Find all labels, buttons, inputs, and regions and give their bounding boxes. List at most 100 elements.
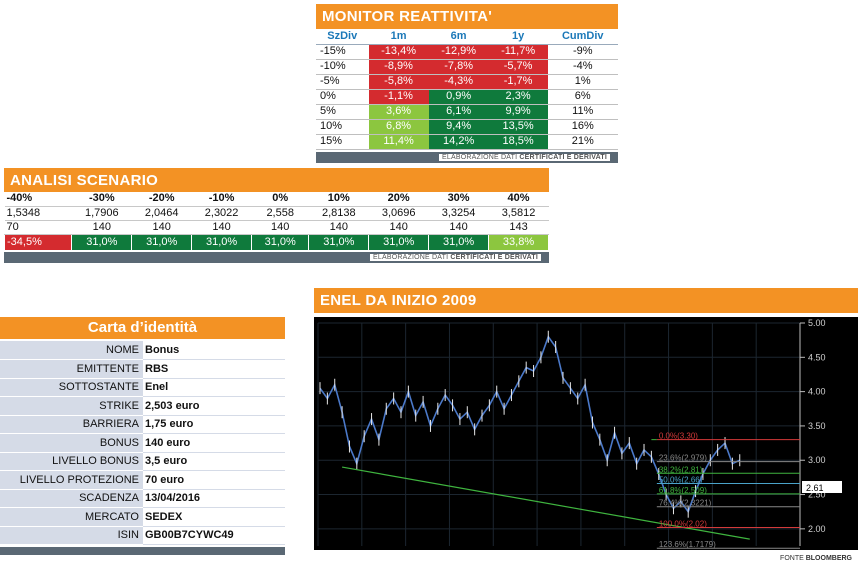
monitor-col-header: CumDiv — [547, 29, 618, 45]
monitor-cell: 9,4% — [428, 119, 489, 135]
carta-row: NOME Bonus — [0, 341, 285, 360]
y-tick-label: 4.50 — [808, 352, 826, 362]
y-tick-label: 2.50 — [808, 490, 826, 500]
carta-key: ISIN — [0, 526, 143, 545]
scenario-prices-row: 1,5348 1,7906 2,0464 2,3022 2,558 2,8138 3,069… — [4, 206, 549, 221]
enel-title: ENEL DA INIZIO 2009 — [314, 288, 858, 313]
scenario-title: ANALISI SCENARIO — [4, 168, 549, 192]
carta-key: LIVELLO PROTEZIONE — [0, 470, 143, 490]
scenario-header-row: -40% -30% -20% -10% 0% 10% 20% 30% 40% — [4, 192, 549, 207]
enel-footer-pre: FONTE — [780, 555, 806, 562]
scenario-price-cell: 3,3254 — [428, 206, 489, 221]
monitor-reattivita-panel: MONITOR REATTIVITA' SzDiv 1m 6m 1y CumDiv -1… — [316, 4, 618, 163]
scenario-result-cell: 31,0% — [131, 233, 193, 251]
y-tick-label: 5.00 — [808, 318, 826, 328]
monitor-cell: -13,4% — [368, 44, 429, 60]
y-tick-label: 3.50 — [808, 421, 826, 431]
scenario-price-cell: 2,3022 — [191, 206, 252, 221]
scenario-table: -40% -30% -20% -10% 0% 10% 20% 30% 40% 1,5348 1,7… — [3, 192, 549, 251]
enel-chart: 5.00 4.50 4.00 3.50 3.00 2.50 2.00 0.0%(3.30) 23… — [314, 317, 858, 550]
scenario-header-cell: -40% — [4, 192, 72, 207]
carta-value: 13/04/2016 — [143, 489, 285, 508]
enel-footer: FONTE BLOOMBERG — [780, 555, 852, 562]
monitor-cell: 11,4% — [368, 134, 429, 150]
scenario-price-cell: 3,5812 — [488, 206, 549, 221]
carta-key: SCADENZA — [0, 489, 143, 508]
monitor-row: -10% -8,9% -7,8% -5,7% -4% — [316, 59, 618, 75]
price-line — [319, 334, 741, 514]
y-tick-label: 3.00 — [808, 455, 826, 465]
scenario-header-cell: 10% — [308, 192, 369, 207]
monitor-row: -5% -5,8% -4,3% -1,7% 1% — [316, 74, 618, 90]
fib-level-label: 38.2%(2.81) — [659, 465, 703, 474]
scenario-header-cell: 30% — [428, 192, 489, 207]
carta-key: STRIKE — [0, 396, 143, 416]
scenario-results-row: -34,5% 31,0% 31,0% 31,0% 31,0% 31,0% 31,0% 31,0… — [3, 233, 549, 251]
monitor-cell: -12,9% — [428, 44, 489, 60]
fib-level-label: 76.4%(2.3221) — [659, 499, 712, 508]
scenario-result-cell: 33,8% — [488, 233, 549, 251]
monitor-cell: 6,1% — [428, 104, 489, 120]
monitor-cumdiv-cell: 11% — [547, 104, 618, 120]
carta-row: MERCATO SEDEX — [0, 507, 285, 527]
monitor-cell: 13,5% — [488, 119, 548, 135]
carta-key: BARRIERA — [0, 415, 143, 434]
carta-value: 1,75 euro — [143, 415, 285, 434]
carta-value: 2,503 euro — [143, 396, 285, 416]
carta-row: SCADENZA 13/04/2016 — [0, 489, 285, 508]
monitor-cumdiv-cell: 21% — [547, 134, 618, 150]
scenario-result-cell: 31,0% — [251, 233, 310, 251]
y-tick-label: 4.00 — [808, 387, 826, 397]
scenario-payoff-cell: 140 — [428, 220, 489, 235]
monitor-col-header: SzDiv — [316, 29, 369, 45]
monitor-row-label: 15% — [316, 134, 369, 150]
analisi-scenario-panel: ANALISI SCENARIO -40% -30% -20% -10% 0% 10% 20… — [3, 168, 549, 263]
scenario-price-cell: 3,0696 — [368, 206, 429, 221]
carta-key: EMITTENTE — [0, 359, 143, 379]
monitor-cell: 0,9% — [428, 89, 489, 105]
monitor-cell: -5,8% — [368, 74, 429, 90]
scenario-payoffs-row: 70 140 140 140 140 140 140 140 143 — [4, 220, 549, 235]
monitor-cumdiv-cell: -4% — [547, 59, 618, 75]
monitor-footer: ELABORAZIONE DATI CERTIFICATI E DERIVATI — [316, 151, 618, 163]
scenario-result-cell: 31,0% — [191, 233, 253, 251]
monitor-row: -15% -13,4% -12,9% -11,7% -9% — [316, 44, 618, 60]
scenario-price-cell: 1,7906 — [71, 206, 132, 221]
monitor-cell: -1,7% — [488, 74, 548, 90]
scenario-result-cell: -34,5% — [3, 233, 73, 251]
monitor-row-label: -15% — [316, 44, 369, 60]
monitor-title: MONITOR REATTIVITA' — [316, 4, 618, 29]
carta-value: 3,5 euro — [143, 452, 285, 471]
carta-row: BARRIERA 1,75 euro — [0, 415, 285, 434]
scenario-result-cell: 31,0% — [308, 233, 370, 251]
monitor-footer-pre: ELABORAZIONE DATI — [442, 153, 520, 161]
carta-key: NOME — [0, 341, 143, 360]
scenario-header-cell: 20% — [368, 192, 429, 207]
carta-key: MERCATO — [0, 507, 143, 527]
carta-value: 70 euro — [143, 470, 285, 490]
scenario-result-cell: 31,0% — [368, 233, 430, 251]
scenario-price-cell: 1,5348 — [4, 206, 72, 221]
enel-footer-bold: BLOOMBERG — [805, 555, 852, 562]
scenario-header-cell: 40% — [488, 192, 549, 207]
scenario-price-cell: 2,0464 — [131, 206, 192, 221]
scenario-payoff-cell: 140 — [251, 220, 309, 235]
monitor-cell: -7,8% — [428, 59, 489, 75]
monitor-header-row: SzDiv 1m 6m 1y CumDiv — [316, 29, 618, 45]
monitor-col-header: 6m — [428, 29, 489, 45]
carta-value: RBS — [143, 359, 285, 379]
monitor-cell: 3,6% — [368, 104, 429, 120]
carta-row: ISIN GB00B7CYWC49 — [0, 526, 285, 545]
monitor-cumdiv-cell: 1% — [547, 74, 618, 90]
scenario-payoff-cell: 143 — [488, 220, 549, 235]
last-price-box — [802, 480, 842, 493]
carta-key: SOTTOSTANTE — [0, 378, 143, 397]
monitor-table: SzDiv 1m 6m 1y CumDiv -15% -13,4% -12,9% -11,7%… — [316, 29, 618, 150]
carta-value: Bonus — [143, 341, 285, 360]
carta-value: 140 euro — [143, 433, 285, 453]
carta-title: Carta d’identità — [0, 317, 285, 339]
scenario-header-cell: -20% — [131, 192, 192, 207]
carta-row: LIVELLO BONUS 3,5 euro — [0, 452, 285, 471]
monitor-row-label: 5% — [316, 104, 369, 120]
scenario-payoff-cell: 70 — [4, 220, 72, 235]
